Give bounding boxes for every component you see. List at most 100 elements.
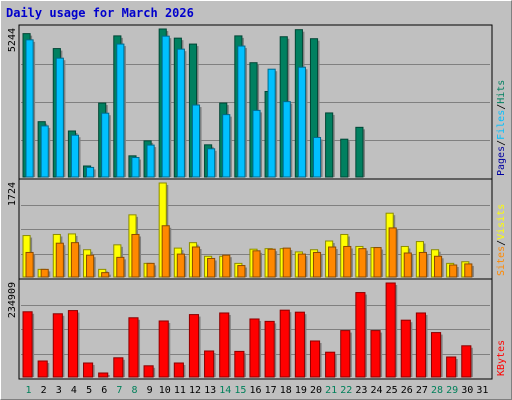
bar-files-day-18 — [282, 101, 291, 178]
bar-hits-day-21 — [325, 112, 334, 178]
bar-kbytes-day-15 — [234, 350, 245, 378]
bar-sites-day-28 — [433, 255, 443, 278]
legend-separator-0-0: / — [496, 140, 507, 146]
x-tick-label-day-18: 18 — [280, 385, 292, 396]
x-tick-label-day-9: 9 — [147, 385, 153, 396]
bar-hits-day-23 — [355, 126, 364, 178]
bar-kbytes-day-23 — [355, 292, 366, 378]
legend-visits: Visits — [496, 204, 507, 240]
x-tick-label-day-29: 29 — [446, 385, 458, 396]
bar-sites-day-16 — [252, 250, 261, 278]
bar-sites-day-17 — [267, 248, 276, 278]
y-max-label-0: 5244 — [7, 28, 18, 52]
bar-files-day-3 — [55, 57, 64, 178]
bar-sites-day-12 — [191, 246, 201, 278]
bar-kbytes-day-26 — [400, 319, 411, 378]
bar-kbytes-day-19 — [294, 311, 305, 378]
bar-sites-day-5 — [86, 254, 95, 278]
bar-files-day-7 — [116, 43, 125, 178]
bar-kbytes-day-6 — [98, 372, 109, 378]
legend-separator-1-0: / — [496, 240, 507, 246]
bar-files-day-9 — [146, 144, 155, 178]
bar-sites-day-30 — [464, 263, 473, 278]
bar-files-day-14 — [222, 114, 231, 178]
x-tick-label-day-24: 24 — [371, 385, 383, 396]
bar-kbytes-day-8 — [128, 317, 139, 378]
bar-kbytes-day-7 — [113, 357, 124, 378]
bar-kbytes-day-12 — [188, 314, 200, 378]
x-tick-label-day-23: 23 — [355, 385, 367, 396]
bar-files-day-12 — [191, 104, 201, 178]
x-tick-label-day-8: 8 — [131, 385, 137, 396]
x-tick-label-day-28: 28 — [431, 385, 443, 396]
x-tick-label-day-26: 26 — [401, 385, 413, 396]
bar-sites-day-6 — [101, 272, 110, 278]
bar-sites-day-19 — [297, 253, 306, 278]
bar-files-day-16 — [252, 109, 261, 178]
bar-kbytes-day-9 — [143, 365, 154, 378]
bar-files-day-19 — [297, 66, 306, 178]
bar-sites-day-7 — [116, 256, 125, 278]
legend-sites: Sites — [496, 246, 507, 276]
bar-kbytes-day-16 — [249, 318, 260, 378]
legend-separator-0-1: / — [496, 104, 507, 110]
bar-sites-day-1 — [25, 251, 34, 278]
bar-sites-day-9 — [146, 262, 155, 278]
bar-files-day-2 — [40, 125, 49, 178]
x-tick-label-day-1: 1 — [26, 385, 32, 396]
x-tick-label-day-16: 16 — [249, 385, 261, 396]
x-tick-label-day-25: 25 — [386, 385, 398, 396]
bar-kbytes-day-13 — [204, 350, 215, 378]
x-tick-label-day-4: 4 — [71, 385, 77, 396]
bar-kbytes-day-11 — [173, 362, 184, 378]
x-tick-label-day-12: 12 — [189, 385, 201, 396]
bar-kbytes-day-14 — [219, 312, 230, 378]
bar-sites-day-3 — [55, 242, 64, 278]
bar-sites-day-14 — [222, 254, 231, 278]
bar-kbytes-day-1 — [22, 311, 33, 378]
x-tick-label-day-21: 21 — [325, 385, 337, 396]
legend-files: Files — [496, 110, 507, 140]
bar-kbytes-day-10 — [158, 320, 169, 378]
bar-sites-day-24 — [373, 247, 382, 278]
bar-kbytes-day-24 — [370, 330, 381, 378]
x-tick-label-day-19: 19 — [295, 385, 307, 396]
y-max-label-2: 234909 — [7, 282, 18, 318]
bar-files-day-4 — [70, 134, 80, 178]
bar-hits-day-22 — [340, 138, 349, 178]
x-tick-label-day-31: 31 — [476, 385, 488, 396]
bar-sites-day-8 — [131, 233, 140, 278]
bar-kbytes-day-22 — [340, 330, 351, 378]
bar-sites-day-22 — [343, 245, 352, 278]
legend-hits: Hits — [496, 80, 507, 104]
bar-sites-day-21 — [328, 246, 337, 278]
bar-kbytes-day-20 — [309, 340, 321, 378]
x-tick-label-day-5: 5 — [86, 385, 92, 396]
legend-kbytes: KBytes — [496, 340, 507, 376]
bar-sites-day-25 — [388, 227, 397, 278]
x-tick-label-day-7: 7 — [116, 385, 122, 396]
bar-kbytes-day-5 — [83, 362, 94, 378]
x-tick-label-day-30: 30 — [461, 385, 473, 396]
bar-files-day-20 — [312, 136, 322, 178]
bar-sites-day-20 — [312, 251, 322, 278]
bar-kbytes-day-21 — [325, 351, 336, 378]
bar-kbytes-day-2 — [37, 360, 48, 378]
x-tick-label-day-17: 17 — [265, 385, 277, 396]
y-max-label-1: 1724 — [7, 182, 18, 206]
bar-kbytes-day-30 — [461, 345, 472, 378]
bar-kbytes-day-17 — [264, 320, 275, 378]
bar-sites-day-10 — [161, 225, 170, 278]
bar-kbytes-day-27 — [415, 312, 426, 378]
bar-kbytes-day-3 — [52, 313, 63, 378]
chart-title: Daily usage for March 2026 — [6, 6, 194, 20]
bar-sites-day-4 — [70, 242, 80, 278]
bar-sites-day-27 — [418, 251, 427, 278]
bar-files-day-13 — [207, 148, 216, 178]
x-tick-label-day-14: 14 — [219, 385, 231, 396]
x-tick-label-day-10: 10 — [159, 385, 171, 396]
bar-sites-day-18 — [282, 247, 291, 278]
bar-sites-day-23 — [358, 248, 367, 278]
bar-files-day-8 — [131, 157, 140, 178]
